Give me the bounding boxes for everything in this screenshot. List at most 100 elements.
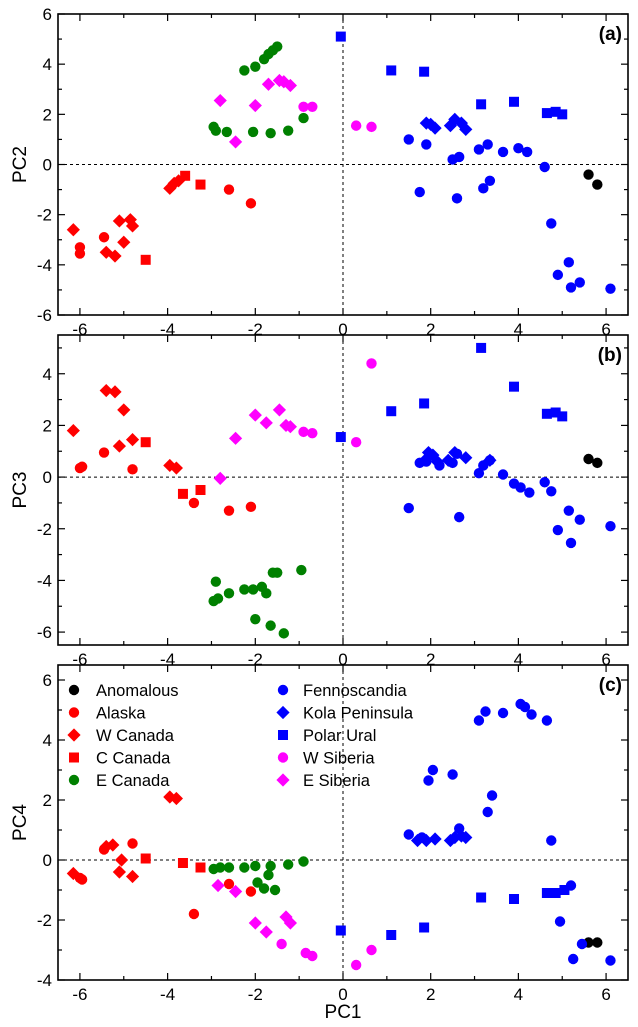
- y-tick-label: -6: [37, 306, 52, 325]
- data-point: [497, 707, 509, 719]
- data-point: [366, 944, 377, 956]
- x-tick-label: 0: [338, 320, 347, 339]
- data-point: [509, 96, 519, 107]
- data-point: [250, 860, 261, 872]
- data-point: [509, 894, 519, 904]
- data-point: [245, 501, 257, 512]
- data-point: [263, 869, 274, 881]
- data-point: [188, 497, 200, 509]
- data-point: [441, 453, 455, 467]
- data-point: [421, 139, 432, 150]
- data-point: [473, 144, 485, 155]
- panel-label: (c): [599, 675, 622, 696]
- series-alaska: [74, 447, 257, 516]
- x-tick-label: 4: [514, 320, 523, 339]
- y-tick-label: 0: [43, 156, 52, 175]
- series-e-siberia: [213, 403, 297, 485]
- series-kola-peninsula: [419, 445, 497, 469]
- data-point: [557, 411, 568, 422]
- data-point: [541, 715, 553, 726]
- data-point: [298, 426, 309, 438]
- data-point: [252, 877, 263, 888]
- data-point: [250, 61, 261, 72]
- x-tick-label: 2: [426, 650, 435, 669]
- series-polar-ural: [335, 342, 568, 443]
- legend-item-fennoscandia: Fennoscandia: [277, 682, 407, 700]
- legend: Anomalous Alaska W Canada C Canada E Canada F…: [67, 682, 414, 790]
- data-point: [552, 524, 564, 536]
- series-alaska: [74, 184, 257, 259]
- data-point: [583, 169, 594, 180]
- data-point: [563, 257, 575, 268]
- data-point: [195, 179, 206, 190]
- data-point: [127, 838, 138, 849]
- y-axis-label: PC2: [10, 146, 31, 183]
- data-point: [583, 453, 594, 465]
- x-tick-label: -6: [72, 985, 87, 1004]
- data-point: [563, 505, 575, 516]
- data-point: [428, 121, 442, 135]
- data-point: [228, 135, 243, 149]
- data-point: [459, 830, 473, 845]
- data-point: [223, 588, 235, 599]
- data-point: [140, 254, 151, 265]
- data-point: [386, 65, 397, 76]
- data-point: [482, 139, 493, 150]
- data-point: [484, 175, 496, 187]
- data-point: [125, 219, 140, 233]
- series-e-canada: [208, 41, 309, 139]
- data-point: [541, 108, 552, 119]
- data-point: [250, 613, 261, 625]
- series-e-siberia: [213, 73, 297, 149]
- legend-label: Polar Ural: [303, 727, 376, 745]
- data-point: [497, 469, 509, 480]
- data-point: [419, 66, 430, 77]
- data-point: [272, 403, 287, 417]
- data-point: [223, 862, 235, 873]
- data-point: [473, 715, 485, 726]
- plot-frame: [57, 334, 629, 646]
- y-tick-label: 2: [43, 416, 52, 435]
- data-point: [335, 925, 346, 936]
- legend-label: W Siberia: [303, 750, 375, 768]
- series-e-canada: [208, 856, 309, 896]
- data-point: [223, 878, 235, 890]
- series-anomalous: [583, 453, 603, 469]
- data-point: [108, 249, 122, 263]
- data-point: [414, 186, 425, 198]
- data-point: [541, 408, 552, 419]
- data-point: [459, 122, 473, 136]
- data-point: [272, 567, 283, 578]
- series-e-canada: [208, 564, 307, 639]
- data-point: [221, 126, 233, 138]
- data-point: [259, 925, 273, 939]
- x-tick-label: 0: [338, 650, 347, 669]
- data-point: [223, 184, 235, 195]
- data-point: [574, 514, 585, 525]
- x-tick-label: 2: [426, 320, 435, 339]
- y-tick-label: 4: [43, 365, 52, 384]
- series-kola-peninsula: [410, 829, 473, 848]
- data-point: [476, 99, 487, 110]
- data-point: [419, 398, 430, 409]
- data-point: [247, 584, 259, 595]
- legend-item-e-canada: E Canada: [68, 772, 170, 790]
- x-tick-label: 4: [514, 985, 523, 1004]
- series-polar-ural: [335, 885, 570, 940]
- legend-item-w-siberia: W Siberia: [277, 750, 375, 768]
- data-point: [248, 916, 262, 930]
- data-point: [443, 833, 458, 848]
- data-point: [259, 416, 273, 430]
- y-tick-label: 4: [43, 731, 52, 750]
- data-point: [539, 477, 550, 488]
- data-point: [127, 464, 138, 475]
- data-point: [521, 146, 533, 158]
- data-point: [74, 248, 86, 259]
- data-point: [515, 482, 526, 493]
- data-point: [592, 937, 603, 948]
- data-point: [239, 65, 250, 76]
- data-point: [125, 869, 140, 884]
- legend-marker: [277, 752, 289, 763]
- data-point: [261, 77, 276, 91]
